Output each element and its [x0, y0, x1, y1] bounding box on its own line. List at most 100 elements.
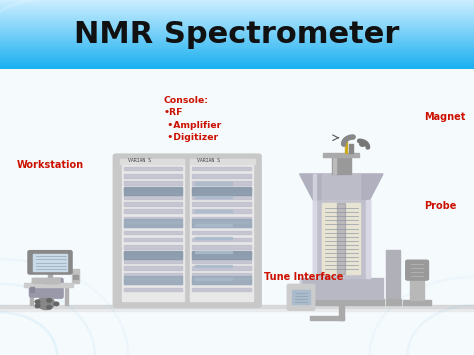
- Bar: [192, 276, 251, 284]
- FancyBboxPatch shape: [287, 284, 315, 310]
- Bar: [192, 202, 251, 206]
- Bar: [192, 252, 251, 256]
- Circle shape: [360, 142, 365, 146]
- Polygon shape: [300, 278, 301, 299]
- Bar: [366, 200, 370, 278]
- Bar: [124, 188, 182, 192]
- Bar: [195, 196, 232, 198]
- Bar: [195, 237, 232, 239]
- Bar: [124, 195, 182, 199]
- Bar: [386, 250, 400, 299]
- Bar: [192, 231, 251, 234]
- Text: NMR Spectrometer: NMR Spectrometer: [74, 20, 400, 49]
- Bar: [192, 224, 251, 227]
- Bar: [192, 251, 251, 259]
- FancyBboxPatch shape: [32, 278, 60, 283]
- Bar: [124, 174, 182, 178]
- Bar: [313, 200, 316, 278]
- Bar: [192, 273, 251, 277]
- Bar: [310, 316, 344, 320]
- Bar: [410, 277, 424, 300]
- Bar: [292, 290, 310, 304]
- Bar: [339, 302, 344, 320]
- Bar: [332, 157, 351, 174]
- Bar: [192, 209, 251, 213]
- Bar: [192, 288, 251, 291]
- Bar: [30, 287, 34, 292]
- Bar: [192, 167, 251, 170]
- Bar: [124, 181, 182, 185]
- Bar: [73, 277, 78, 279]
- Bar: [124, 231, 182, 234]
- Bar: [323, 153, 359, 157]
- FancyBboxPatch shape: [53, 278, 63, 298]
- Bar: [195, 251, 232, 253]
- Bar: [33, 254, 67, 271]
- Bar: [195, 264, 232, 267]
- Bar: [124, 251, 182, 259]
- Bar: [195, 182, 232, 185]
- Bar: [192, 217, 251, 220]
- Bar: [124, 288, 182, 291]
- Bar: [124, 252, 182, 256]
- Text: Tune Interface: Tune Interface: [264, 272, 343, 282]
- Bar: [122, 160, 184, 301]
- Circle shape: [54, 302, 59, 306]
- Bar: [124, 280, 182, 284]
- Bar: [333, 157, 336, 174]
- Bar: [299, 299, 384, 305]
- Polygon shape: [300, 174, 383, 200]
- Bar: [72, 269, 79, 283]
- FancyBboxPatch shape: [28, 251, 72, 274]
- Bar: [313, 200, 370, 278]
- Bar: [192, 259, 251, 263]
- Circle shape: [47, 306, 52, 309]
- Polygon shape: [313, 174, 316, 200]
- Bar: [192, 219, 251, 227]
- Bar: [195, 210, 232, 212]
- Text: VARIAN S: VARIAN S: [128, 158, 151, 163]
- Bar: [44, 295, 48, 305]
- Bar: [42, 281, 58, 283]
- Bar: [386, 299, 401, 305]
- Text: Magnet: Magnet: [424, 112, 465, 122]
- Bar: [322, 203, 360, 274]
- FancyBboxPatch shape: [29, 287, 63, 297]
- Bar: [403, 300, 431, 305]
- Bar: [195, 224, 232, 226]
- Circle shape: [35, 300, 40, 304]
- Text: Probe: Probe: [424, 201, 456, 211]
- Text: Workstation: Workstation: [16, 160, 83, 170]
- Circle shape: [47, 299, 52, 302]
- Bar: [124, 273, 182, 277]
- Bar: [124, 245, 182, 248]
- Bar: [195, 278, 232, 280]
- Bar: [73, 275, 78, 276]
- Bar: [124, 276, 182, 284]
- Bar: [120, 159, 184, 164]
- Bar: [124, 219, 182, 227]
- Bar: [124, 202, 182, 206]
- FancyBboxPatch shape: [113, 154, 261, 307]
- Bar: [124, 259, 182, 263]
- Bar: [190, 159, 255, 164]
- Bar: [345, 141, 347, 153]
- Bar: [192, 188, 251, 192]
- Text: Console:
•RF
 •Amplifier
 •Digitizer: Console: •RF •Amplifier •Digitizer: [164, 96, 221, 142]
- Bar: [192, 238, 251, 241]
- Bar: [192, 174, 251, 178]
- Bar: [124, 238, 182, 241]
- Bar: [192, 266, 251, 270]
- Bar: [192, 187, 251, 195]
- Bar: [322, 174, 360, 200]
- Bar: [30, 286, 33, 305]
- Polygon shape: [300, 278, 383, 299]
- Bar: [192, 181, 251, 185]
- Bar: [192, 280, 251, 284]
- Bar: [124, 217, 182, 220]
- Circle shape: [35, 304, 40, 308]
- Bar: [48, 273, 52, 283]
- Bar: [24, 283, 73, 287]
- Circle shape: [37, 297, 55, 310]
- Bar: [124, 167, 182, 170]
